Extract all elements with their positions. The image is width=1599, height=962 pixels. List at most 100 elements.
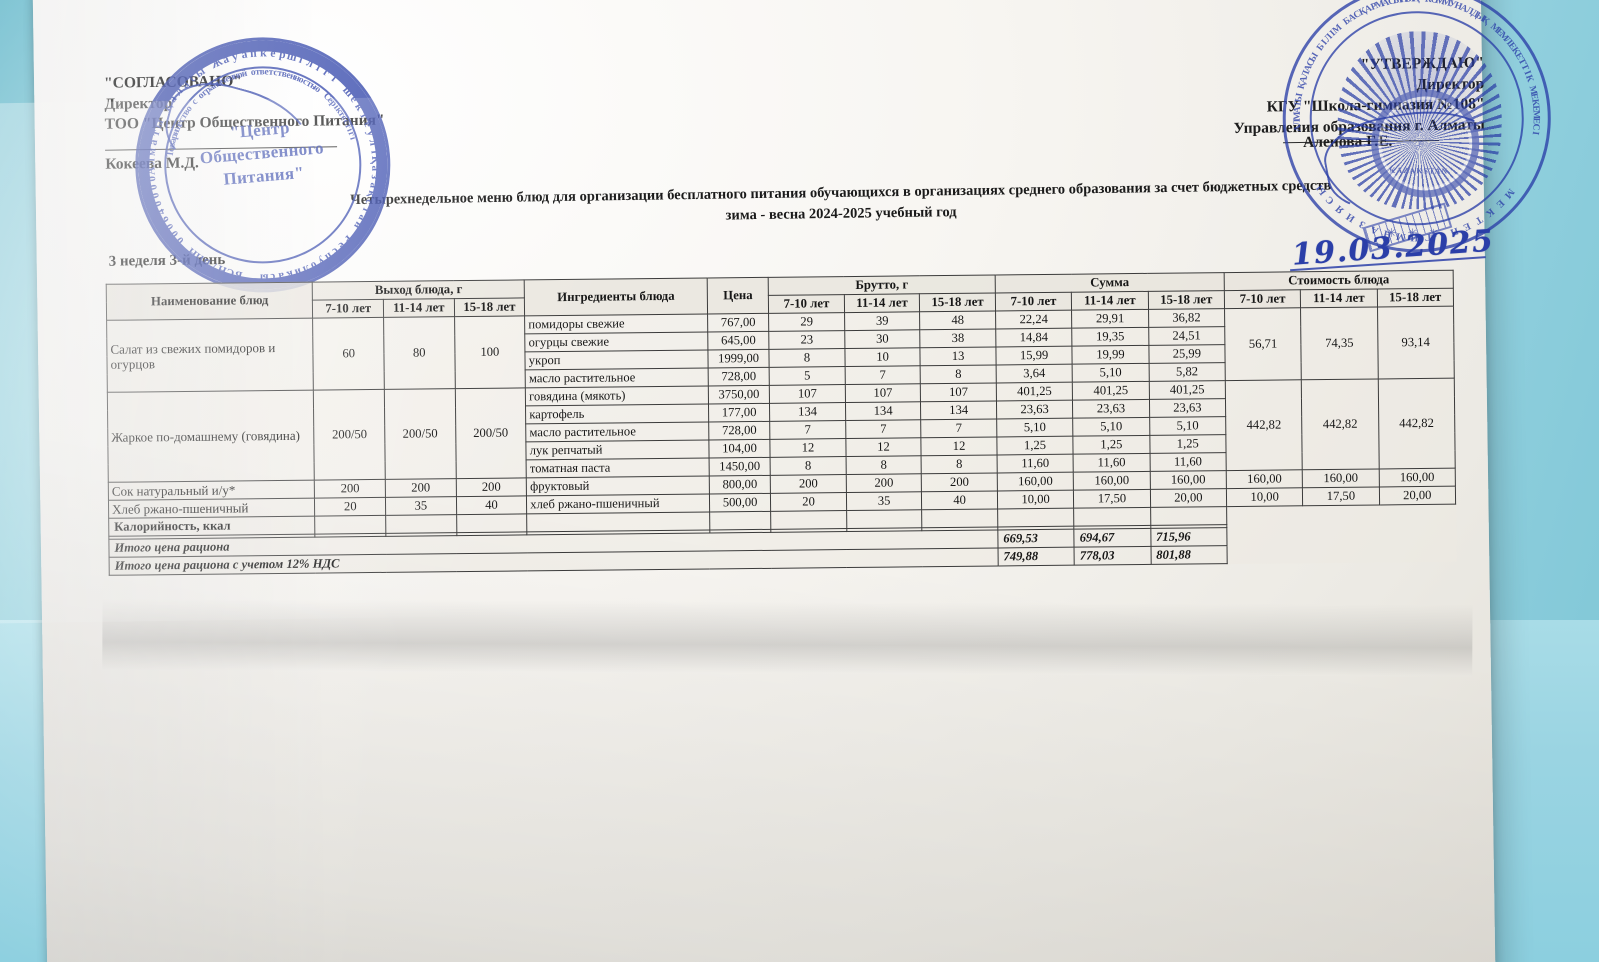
cell-cost-1: 74,35 [1300, 306, 1378, 380]
cell-sum-1: 29,91 [1071, 309, 1149, 329]
cell-ingredient: картофель [525, 404, 709, 424]
cell-gross-2: 12 [921, 436, 997, 456]
th-sum-group: Сумма [995, 272, 1225, 293]
cell-gross-2: 13 [920, 346, 996, 366]
th-output-group: Выход блюда, г [312, 279, 525, 301]
cell-output-2: 100 [454, 315, 526, 389]
cell-gross-0: 107 [769, 384, 846, 404]
cell-cost-0: 56,71 [1224, 307, 1302, 381]
cell-calories-1 [1073, 507, 1151, 527]
cell-output-1: 200 [385, 478, 457, 498]
cell-gross-0: 8 [769, 348, 845, 368]
cell-gross-1: 12 [845, 437, 922, 457]
cell-price: 728,00 [708, 421, 771, 440]
cell-sum-2: 36,82 [1148, 308, 1225, 328]
cell-sum-0: 22,24 [995, 310, 1072, 329]
cell-gross-1: 7 [845, 419, 922, 439]
th-price: Цена [707, 277, 769, 315]
cell-calories-blank-0 [315, 515, 386, 535]
cell-total-vat-2: 801,88 [1150, 545, 1228, 565]
cell-sum-1: 17,50 [1073, 489, 1151, 509]
cell-gross-2: 48 [919, 310, 996, 330]
cell-calories-blank-7 [921, 508, 998, 528]
cell-gross-0: 20 [770, 492, 847, 512]
cell-sum-2: 1,25 [1149, 434, 1227, 454]
cell-sum-1: 11,60 [1073, 453, 1150, 473]
cell-ingredient: томатная паста [526, 457, 710, 478]
th-ingredients: Ингредиенты блюда [524, 278, 708, 316]
th-cost-age-0: 7-10 лет [1224, 289, 1301, 309]
cell-gross-0: 23 [768, 330, 845, 350]
cell-cost-1: 17,50 [1302, 486, 1380, 506]
cell-sum-0: 23,63 [996, 400, 1073, 419]
cell-cost-2: 20,00 [1378, 486, 1456, 505]
cell-price: 1450,00 [708, 457, 771, 476]
week-day-label: 3 неделя 3-й день [108, 251, 226, 270]
cell-sum-0: 10,00 [997, 490, 1074, 509]
cell-calories-blank-4 [709, 511, 772, 530]
cell-sum-1: 401,25 [1072, 381, 1150, 401]
cell-dish-name: Салат из свежих помидоров и огурцов [106, 318, 314, 393]
th-gross-age-0: 7-10 лет [768, 294, 845, 314]
cell-total-0: 669,53 [997, 529, 1075, 548]
cell-gross-1: 134 [845, 401, 922, 421]
cell-sum-2: 401,25 [1148, 380, 1226, 400]
cell-gross-1: 39 [844, 311, 921, 331]
cell-sum-0: 1,25 [996, 436, 1074, 455]
cell-sum-2: 160,00 [1149, 470, 1227, 490]
cell-calories-2 [1150, 506, 1227, 526]
cell-output-0: 20 [314, 497, 386, 517]
th-output-age-1: 11-14 лет [383, 298, 455, 318]
cell-sum-1: 19,99 [1072, 345, 1149, 365]
cell-calories-blank-3 [526, 511, 710, 532]
cell-gross-2: 7 [921, 418, 997, 438]
cell-gross-2: 200 [921, 472, 998, 492]
th-sum-age-1: 11-14 лет [1071, 291, 1149, 311]
cell-gross-1: 107 [845, 383, 921, 403]
cell-total-1: 694,67 [1074, 528, 1151, 548]
cell-output-2: 200 [455, 477, 527, 497]
cell-calories-blank-6 [846, 509, 923, 529]
th-gross-group: Брутто, г [768, 274, 996, 296]
cell-ingredient: укроп [525, 350, 709, 370]
cell-cost-2: 93,14 [1377, 306, 1455, 379]
cell-ingredient: масло растительное [525, 368, 709, 388]
cell-gross-0: 7 [769, 420, 846, 440]
cell-gross-2: 8 [921, 454, 998, 474]
cell-cost-0: 10,00 [1226, 487, 1303, 507]
cell-sum-0: 5,10 [996, 418, 1074, 437]
cell-ingredient: говядина (мякоть) [525, 386, 709, 406]
th-cost-age-2: 15-18 лет [1376, 288, 1454, 307]
cell-gross-2: 8 [920, 364, 997, 384]
cell-calories-blank-1 [385, 514, 457, 534]
cell-output-2: 200/50 [454, 387, 527, 479]
cell-ingredient: масло растительное [525, 421, 709, 442]
menu-table-container: Наименование блюд Выход блюда, г Ингреди… [105, 269, 1457, 576]
th-gross-age-1: 11-14 лет [844, 293, 920, 313]
cell-output-0: 200 [314, 479, 386, 499]
cell-gross-0: 200 [770, 474, 847, 494]
cell-sum-0: 160,00 [997, 472, 1074, 491]
cell-cost-1: 442,82 [1301, 378, 1379, 470]
cell-sum-2: 11,60 [1149, 452, 1227, 472]
cell-output-0: 200/50 [313, 389, 386, 481]
cell-dish-name: Сок натуральный и/у* [108, 480, 315, 501]
cell-sum-2: 5,82 [1148, 362, 1226, 382]
cell-sum-0: 14,84 [995, 328, 1073, 347]
cell-ingredient: помидоры свежие [524, 314, 708, 334]
cell-sum-2: 25,99 [1148, 344, 1226, 364]
cell-calories-blank-2 [456, 513, 528, 533]
cell-output-2: 40 [456, 495, 527, 515]
cell-ingredient: лук репчатый [526, 439, 709, 460]
cell-price: 767,00 [707, 313, 769, 333]
cell-sum-2: 24,51 [1148, 326, 1225, 346]
cell-cost-0: 442,82 [1225, 379, 1303, 471]
cell-sum-1: 5,10 [1072, 417, 1150, 437]
photo-glare-band [102, 598, 1473, 677]
cell-price: 104,00 [708, 439, 771, 458]
th-cost-age-1: 11-14 лет [1300, 288, 1378, 308]
cell-sum-2: 23,63 [1149, 398, 1226, 418]
cell-ingredient: огурцы свежие [524, 332, 708, 352]
